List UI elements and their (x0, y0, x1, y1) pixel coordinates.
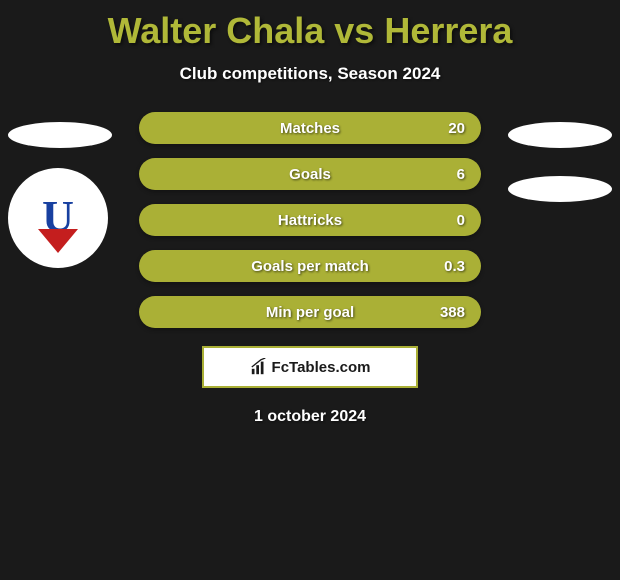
team-badge-left: U (8, 168, 108, 268)
stat-label: Hattricks (278, 212, 342, 229)
stat-value: 20 (448, 120, 465, 137)
stat-row-min-per-goal: Min per goal 388 (139, 296, 481, 328)
season-subtitle: Club competitions, Season 2024 (0, 64, 620, 84)
stat-value: 0 (457, 212, 465, 229)
stat-label: Min per goal (266, 304, 354, 321)
date-label: 1 october 2024 (0, 408, 620, 426)
stat-row-matches: Matches 20 (139, 112, 481, 144)
footer-brand-text: FcTables.com (272, 359, 371, 376)
stat-label: Goals (289, 166, 331, 183)
chart-icon (250, 358, 268, 376)
stats-bars: Matches 20 Goals 6 Hattricks 0 Goals per… (139, 112, 481, 328)
player-ellipse-left (8, 122, 112, 148)
stat-row-goals-per-match: Goals per match 0.3 (139, 250, 481, 282)
stat-value: 0.3 (444, 258, 465, 275)
footer-attribution: FcTables.com (202, 346, 418, 388)
player-ellipse-right-1 (508, 122, 612, 148)
player-ellipse-right-2 (508, 176, 612, 202)
left-team-graphics: U (8, 122, 112, 268)
stat-value: 388 (440, 304, 465, 321)
badge-triangle-icon (38, 229, 78, 253)
stat-row-hattricks: Hattricks 0 (139, 204, 481, 236)
comparison-title: Walter Chala vs Herrera (0, 0, 620, 52)
stat-label: Goals per match (251, 258, 369, 275)
stat-row-goals: Goals 6 (139, 158, 481, 190)
right-team-graphics (508, 122, 612, 230)
stat-value: 6 (457, 166, 465, 183)
stat-label: Matches (280, 120, 340, 137)
